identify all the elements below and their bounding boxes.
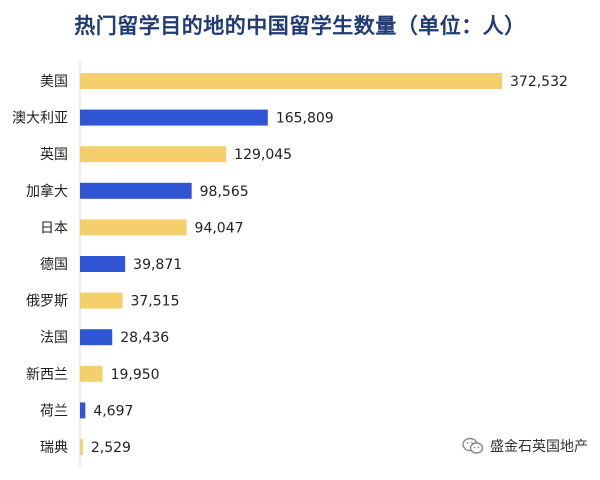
value-label: 372,532 <box>510 74 568 90</box>
wechat-icon <box>462 437 484 454</box>
value-label: 4,697 <box>93 403 133 419</box>
category-label: 荷兰 <box>40 403 68 419</box>
category-label: 澳大利亚 <box>12 111 68 127</box>
bar <box>80 329 113 346</box>
bar <box>80 365 103 382</box>
category-label: 加拿大 <box>26 183 68 200</box>
value-label: 28,436 <box>120 330 169 346</box>
category-label: 法国 <box>40 330 68 346</box>
value-label: 2,529 <box>91 440 131 456</box>
bar <box>80 292 123 309</box>
value-label: 37,515 <box>130 294 179 310</box>
bar <box>80 146 227 163</box>
bar <box>80 73 502 89</box>
category-label: 新西兰 <box>26 367 68 383</box>
value-label: 98,565 <box>200 184 249 200</box>
category-label: 美国 <box>40 74 68 90</box>
bar <box>80 182 192 199</box>
value-label: 19,950 <box>111 367 160 383</box>
category-label: 俄罗斯 <box>26 294 68 310</box>
watermark-text: 盛金石英国地产 <box>490 439 588 455</box>
category-label: 英国 <box>40 146 68 163</box>
bar <box>80 219 187 236</box>
watermark: 盛金石英国地产 <box>462 436 588 456</box>
bar <box>80 109 268 126</box>
bar <box>80 402 86 419</box>
bar <box>80 256 126 272</box>
value-label: 165,809 <box>276 111 334 127</box>
value-label: 94,047 <box>195 220 244 236</box>
value-label: 39,871 <box>133 257 182 273</box>
category-label: 日本 <box>40 220 68 236</box>
category-label: 瑞典 <box>40 440 68 456</box>
chart-title: 热门留学目的地的中国留学生数量（单位：人） <box>74 14 526 38</box>
bar <box>80 439 83 455</box>
value-label: 129,045 <box>234 147 292 163</box>
category-label: 德国 <box>40 257 68 273</box>
